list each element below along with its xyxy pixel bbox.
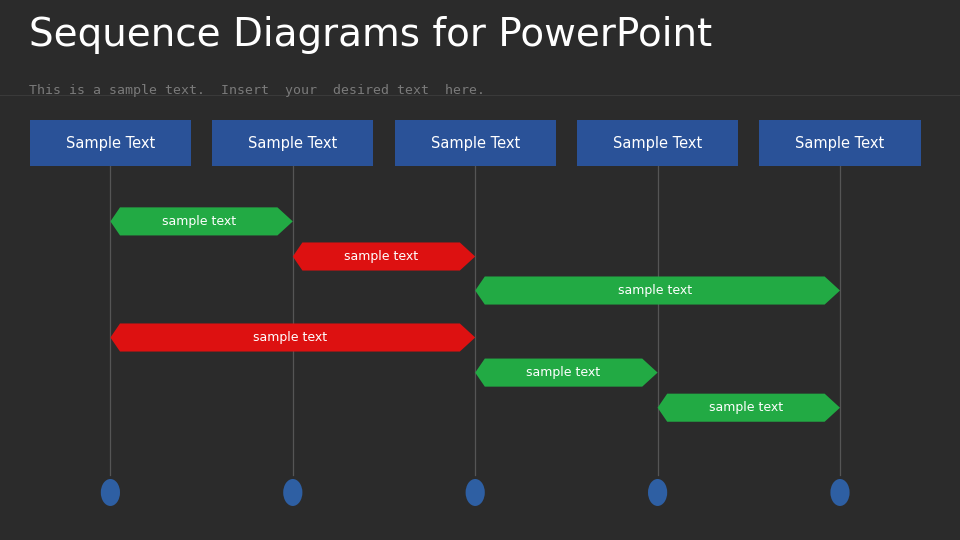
FancyBboxPatch shape bbox=[212, 120, 373, 166]
Text: This is a sample text.  Insert  your  desired text  here.: This is a sample text. Insert your desir… bbox=[29, 84, 485, 97]
Text: sample text: sample text bbox=[344, 250, 419, 263]
Text: sample text: sample text bbox=[526, 366, 601, 379]
Ellipse shape bbox=[466, 479, 485, 506]
Polygon shape bbox=[475, 359, 658, 387]
Ellipse shape bbox=[648, 479, 667, 506]
Polygon shape bbox=[658, 394, 840, 422]
Polygon shape bbox=[475, 276, 840, 305]
Text: sample text: sample text bbox=[617, 284, 692, 297]
Text: Sample Text: Sample Text bbox=[66, 136, 155, 151]
Ellipse shape bbox=[830, 479, 850, 506]
Text: Sample Text: Sample Text bbox=[796, 136, 884, 151]
FancyBboxPatch shape bbox=[395, 120, 556, 166]
FancyBboxPatch shape bbox=[30, 120, 191, 166]
Polygon shape bbox=[293, 242, 475, 271]
Text: Sample Text: Sample Text bbox=[431, 136, 519, 151]
Text: sample text: sample text bbox=[252, 331, 327, 344]
Polygon shape bbox=[110, 207, 293, 235]
Text: sample text: sample text bbox=[708, 401, 783, 414]
Text: Sample Text: Sample Text bbox=[249, 136, 337, 151]
Ellipse shape bbox=[101, 479, 120, 506]
Ellipse shape bbox=[283, 479, 302, 506]
Text: sample text: sample text bbox=[161, 215, 236, 228]
FancyBboxPatch shape bbox=[759, 120, 921, 166]
FancyBboxPatch shape bbox=[577, 120, 738, 166]
Text: Sample Text: Sample Text bbox=[613, 136, 702, 151]
Text: Sequence Diagrams for PowerPoint: Sequence Diagrams for PowerPoint bbox=[29, 16, 712, 54]
Polygon shape bbox=[110, 323, 475, 352]
